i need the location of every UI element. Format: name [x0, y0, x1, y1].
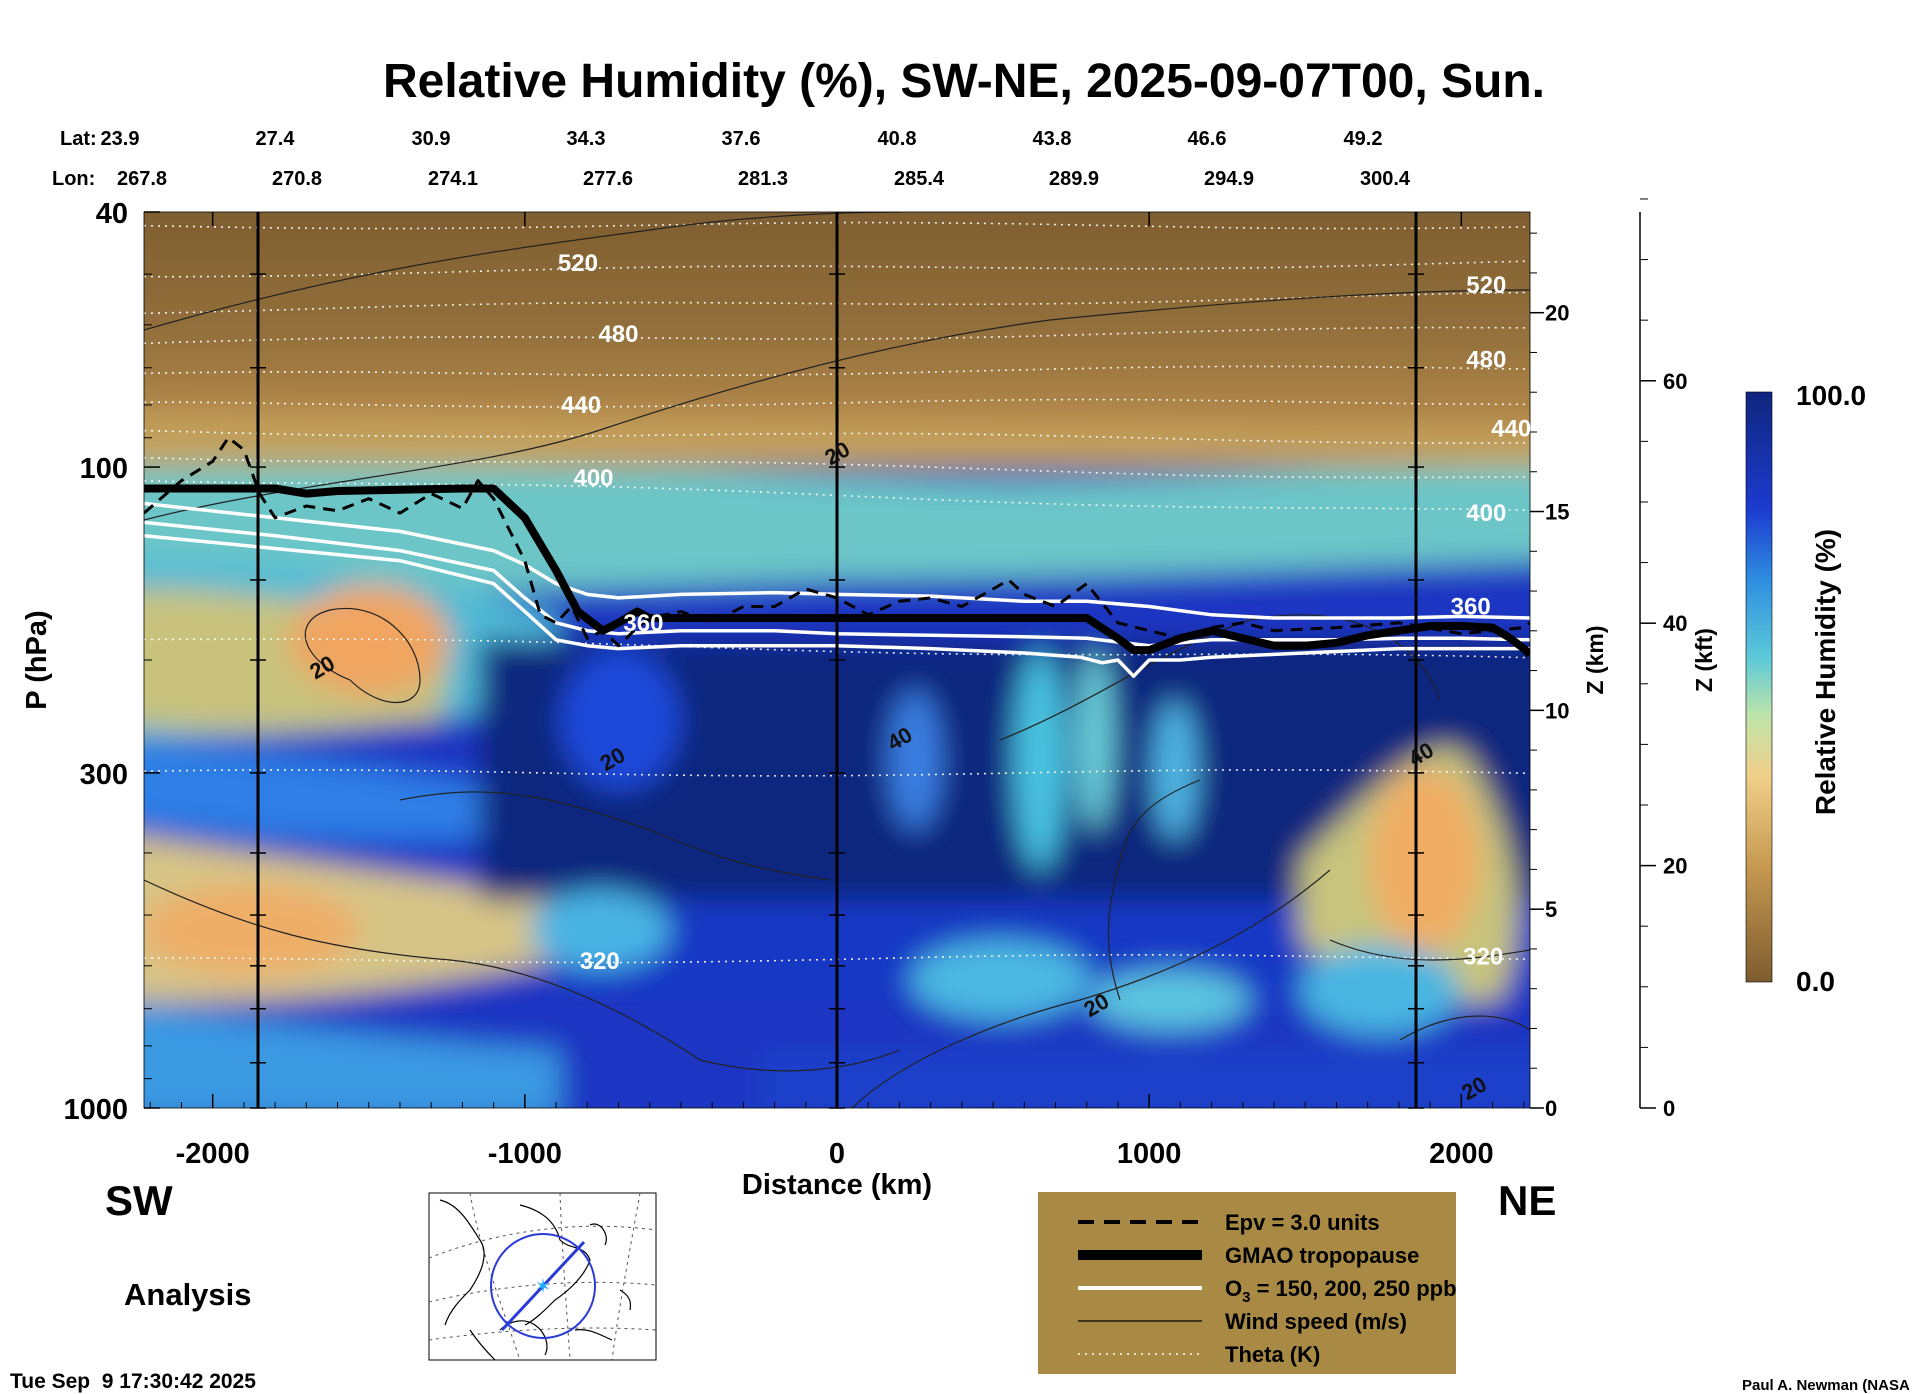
legend-label-text: GMAO tropopause: [1225, 1243, 1419, 1268]
lon-value: 281.3: [738, 168, 788, 190]
legend-item-label: Theta (K): [1225, 1342, 1320, 1367]
lat-value: 27.4: [256, 128, 296, 150]
inset-map: ✶: [428, 1192, 657, 1361]
z-km-axis-title: Z (km): [1582, 626, 1608, 695]
colorbar-title: Relative Humidity (%): [1810, 529, 1841, 815]
lat-value: 34.3: [567, 128, 606, 150]
legend: Epv = 3.0 units GMAO tropopause O3 = 150, …: [1038, 1192, 1457, 1374]
legend-label-text: O: [1225, 1276, 1242, 1301]
lon-value: 277.6: [583, 168, 633, 190]
z-km-tick-label: 10: [1545, 698, 1569, 723]
lat-value: 40.8: [878, 128, 917, 150]
theta-label: 400: [573, 465, 613, 492]
theta-label: 400: [1466, 500, 1506, 527]
colorbar: [1745, 391, 1773, 983]
theta-label: 440: [561, 392, 601, 419]
legend-label-suffix: = 150, 200, 250 ppb: [1250, 1276, 1456, 1301]
lat-value: 37.6: [722, 128, 761, 150]
theta-label: 360: [1451, 593, 1491, 620]
z-km-tick-label: 20: [1545, 301, 1569, 326]
lat-value: 23.9: [101, 128, 140, 150]
timestamp: Tue Sep 9 17:30:42 2025: [10, 1370, 256, 1393]
z-km-tick-label: 15: [1545, 500, 1569, 525]
lat-value: 30.9: [412, 128, 451, 150]
lat-value: 43.8: [1033, 128, 1072, 150]
lon-value: 270.8: [272, 168, 322, 190]
p-tick-label: 1000: [63, 1094, 128, 1126]
z-km-tick-label: 0: [1545, 1096, 1557, 1121]
legend-item-label: GMAO tropopause: [1225, 1243, 1419, 1268]
p-tick-label: 300: [80, 759, 128, 791]
theta-label: 440: [1491, 415, 1531, 442]
legend-item-label: O3 = 150, 200, 250 ppb: [1225, 1276, 1457, 1306]
theta-label: 520: [558, 250, 598, 277]
lat-row-label: Lat:: [60, 128, 97, 150]
lon-value: 289.9: [1049, 168, 1099, 190]
z-kft-tick-label: 60: [1663, 369, 1687, 394]
theta-label: 480: [1466, 347, 1506, 374]
theta-label: 520: [1466, 272, 1506, 299]
x-tick-label: 0: [829, 1138, 845, 1170]
gmao-tropopause-line: [144, 484, 1530, 658]
wind-speed-contours: [144, 212, 1530, 1108]
lat-value: 46.6: [1188, 128, 1227, 150]
z-kft-tick-label: 40: [1663, 611, 1687, 636]
z-km-tick-label: 5: [1545, 897, 1557, 922]
z-kft-axis-title: Z (kft): [1691, 628, 1717, 692]
colorbar-min-label: 0.0: [1796, 966, 1835, 997]
x-tick-label: -1000: [488, 1138, 562, 1170]
ozone-250ppb-line: [144, 534, 1530, 678]
lon-value: 285.4: [894, 168, 945, 190]
lon-value: 294.9: [1204, 168, 1254, 190]
analysis-label: Analysis: [124, 1277, 252, 1312]
theta-label: 360: [623, 610, 663, 637]
direction-sw-label: SW: [105, 1177, 173, 1224]
credit: Paul A. Newman (NASA: [1742, 1377, 1910, 1394]
plot-area: [144, 212, 1530, 1108]
x-tick-label: 1000: [1117, 1138, 1182, 1170]
p-tick-label: 40: [96, 198, 128, 230]
theta-label: 480: [598, 321, 638, 348]
theta-label: 320: [1463, 943, 1503, 970]
svg-text:✶: ✶: [535, 1276, 552, 1298]
legend-label-subscript: 3: [1242, 1289, 1250, 1306]
chart-title: Relative Humidity (%), SW-NE, 2025-09-07…: [383, 55, 1545, 108]
z-kft-tick-label: 0: [1663, 1096, 1675, 1121]
theta-label: 320: [580, 948, 620, 975]
direction-ne-label: NE: [1498, 1177, 1556, 1224]
lon-value: 274.1: [428, 168, 478, 190]
colorbar-max-label: 100.0: [1796, 380, 1866, 411]
y-axis-title: P (hPa): [21, 610, 53, 709]
x-tick-label: 2000: [1429, 1138, 1494, 1170]
lon-row-label: Lon:: [52, 168, 95, 190]
legend-label-text: Epv = 3.0 units: [1225, 1210, 1380, 1235]
p-tick-label: 100: [80, 453, 128, 485]
legend-label-text: Wind speed (m/s): [1225, 1309, 1407, 1334]
lat-value: 49.2: [1344, 128, 1383, 150]
z-kft-tick-label: 20: [1663, 854, 1687, 879]
legend-item-label: Epv = 3.0 units: [1225, 1210, 1380, 1235]
lon-value: 267.8: [117, 168, 167, 190]
lon-value: 300.4: [1360, 168, 1411, 190]
x-axis-title: Distance (km): [742, 1169, 932, 1201]
legend-item-label: Wind speed (m/s): [1225, 1309, 1407, 1334]
x-tick-label: -2000: [176, 1138, 250, 1170]
legend-label-text: Theta (K): [1225, 1342, 1320, 1367]
